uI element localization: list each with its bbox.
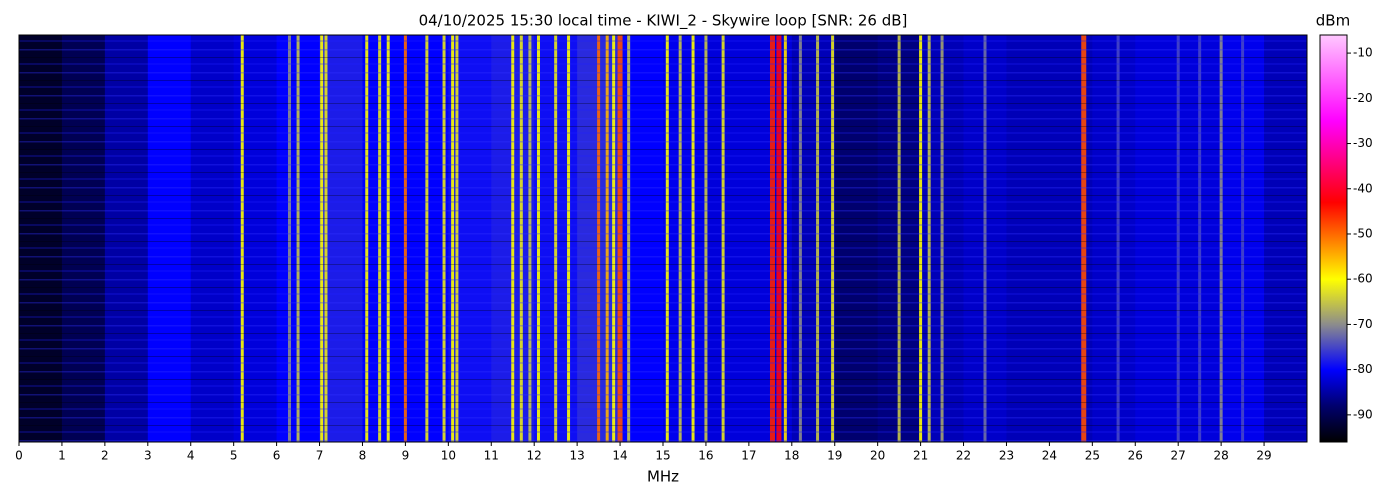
x-tick-label: 11 bbox=[484, 449, 499, 463]
x-tick-label: 27 bbox=[1171, 449, 1186, 463]
x-tick-label: 9 bbox=[402, 449, 410, 463]
x-tick-label: 22 bbox=[956, 449, 971, 463]
x-tick-label: 29 bbox=[1256, 449, 1271, 463]
colorbar-tick-label: -20 bbox=[1353, 91, 1373, 105]
x-tick-label: 25 bbox=[1085, 449, 1100, 463]
x-tick-label: 18 bbox=[784, 449, 799, 463]
colorbar-tick-label: -10 bbox=[1353, 46, 1373, 60]
row-texture bbox=[19, 35, 1307, 442]
x-tick-label: 7 bbox=[316, 449, 324, 463]
x-tick-label: 23 bbox=[999, 449, 1014, 463]
colorbar-tick-label: -30 bbox=[1353, 136, 1373, 150]
x-tick-label: 24 bbox=[1042, 449, 1057, 463]
x-tick-label: 2 bbox=[101, 449, 109, 463]
x-tick-label: 15 bbox=[655, 449, 670, 463]
chart-title: 04/10/2025 15:30 local time - KIWI_2 - S… bbox=[419, 12, 908, 31]
colorbar-tick-label: -80 bbox=[1353, 362, 1373, 376]
x-tick-label: 1 bbox=[58, 449, 66, 463]
colorbar-tick-label: -40 bbox=[1353, 181, 1373, 195]
x-tick-label: 14 bbox=[612, 449, 627, 463]
x-tick-label: 16 bbox=[698, 449, 713, 463]
x-tick-label: 28 bbox=[1213, 449, 1228, 463]
x-tick-label: 26 bbox=[1128, 449, 1143, 463]
x-tick-label: 3 bbox=[144, 449, 152, 463]
colorbar-tick-label: -60 bbox=[1353, 272, 1373, 286]
x-tick-label: 8 bbox=[359, 449, 367, 463]
x-tick-label: 5 bbox=[230, 449, 238, 463]
x-tick-label: 19 bbox=[827, 449, 842, 463]
colorbar-tick-label: -70 bbox=[1353, 317, 1373, 331]
x-tick-label: 4 bbox=[187, 449, 195, 463]
x-tick-label: 10 bbox=[441, 449, 456, 463]
x-tick-label: 17 bbox=[741, 449, 756, 463]
x-tick-label: 0 bbox=[15, 449, 23, 463]
colorbar-label: dBm bbox=[1316, 12, 1350, 30]
x-tick-label: 13 bbox=[569, 449, 584, 463]
x-tick-label: 6 bbox=[273, 449, 281, 463]
x-tick-label: 21 bbox=[913, 449, 928, 463]
colorbar-tick-label: -90 bbox=[1353, 407, 1373, 421]
x-axis-label: MHz bbox=[647, 468, 679, 486]
colorbar bbox=[1319, 34, 1348, 443]
x-tick-label: 12 bbox=[527, 449, 542, 463]
x-tick-label: 20 bbox=[870, 449, 885, 463]
colorbar-tick-label: -50 bbox=[1353, 226, 1373, 240]
